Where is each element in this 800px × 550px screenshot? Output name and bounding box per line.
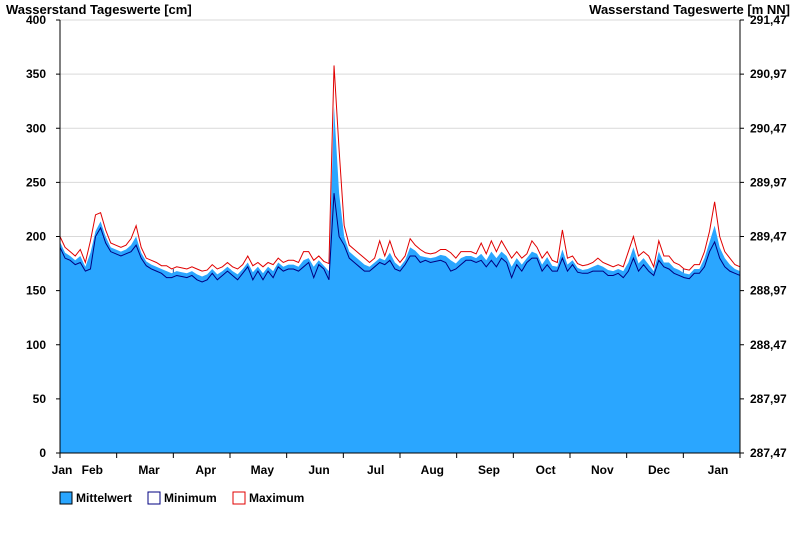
y-tick-label-right: 290,47 bbox=[750, 121, 787, 135]
y-tick-label-left: 300 bbox=[26, 121, 46, 135]
right-axis-title: Wasserstand Tageswerte [m NN] bbox=[589, 2, 790, 17]
y-tick-label-left: 0 bbox=[39, 446, 46, 460]
y-tick-label-right: 290,97 bbox=[750, 67, 787, 81]
y-tick-label-right: 287,47 bbox=[750, 446, 787, 460]
x-tick-label: Jan bbox=[52, 463, 73, 477]
y-tick-label-left: 400 bbox=[26, 13, 46, 27]
y-tick-label-left: 150 bbox=[26, 284, 46, 298]
y-tick-label-left: 350 bbox=[26, 67, 46, 81]
x-tick-label: May bbox=[251, 463, 275, 477]
mean-area bbox=[60, 106, 740, 453]
x-tick-label: Jun bbox=[308, 463, 329, 477]
x-tick-label: Dec bbox=[648, 463, 670, 477]
legend-label-mean: Mittelwert bbox=[76, 491, 132, 505]
x-tick-label: Oct bbox=[536, 463, 556, 477]
y-tick-label-right: 288,97 bbox=[750, 284, 787, 298]
left-y-tick-labels: 0 50 100 150 200 250 300 350 400 bbox=[26, 13, 46, 460]
legend-swatch-minimum bbox=[147, 491, 161, 505]
y-tick-label-right: 291,47 bbox=[750, 13, 787, 27]
legend-swatch-maximum bbox=[232, 491, 246, 505]
y-tick-label-right: 287,97 bbox=[750, 392, 787, 406]
x-month-labels: Jan Feb Mar Apr May Jun Jul Aug Sep Oct Nov Dec Jan bbox=[52, 453, 741, 477]
y-tick-label-right: 288,47 bbox=[750, 338, 787, 352]
y-tick-label-left: 100 bbox=[26, 338, 46, 352]
x-tick-label: Jul bbox=[367, 463, 384, 477]
legend-item-minimum: Minimum bbox=[147, 491, 217, 505]
x-tick-label: Feb bbox=[82, 463, 103, 477]
y-tick-label-right: 289,97 bbox=[750, 175, 787, 189]
legend-swatch-mean bbox=[59, 491, 73, 505]
x-tick-label: Apr bbox=[195, 463, 216, 477]
left-axis-title: Wasserstand Tageswerte [cm] bbox=[6, 2, 192, 17]
right-y-tick-labels: 287,47 287,97 288,47 288,97 289,47 289,97 290,… bbox=[750, 13, 787, 460]
x-tick-label: Sep bbox=[478, 463, 500, 477]
legend-label-maximum: Maximum bbox=[249, 491, 304, 505]
y-tick-label-left: 250 bbox=[26, 175, 46, 189]
y-tick-label-right: 289,47 bbox=[750, 230, 787, 244]
minimum-line bbox=[59, 193, 741, 283]
legend-label-minimum: Minimum bbox=[164, 491, 217, 505]
legend-item-maximum: Maximum bbox=[232, 491, 304, 505]
x-tick-label: Aug bbox=[421, 463, 444, 477]
x-tick-label: Mar bbox=[138, 463, 160, 477]
x-tick-label: Nov bbox=[591, 463, 614, 477]
y-tick-label-left: 200 bbox=[26, 230, 46, 244]
legend: Mittelwert Minimum Maximum bbox=[59, 491, 304, 505]
legend-item-mean: Mittelwert bbox=[59, 491, 132, 505]
y-tick-label-left: 50 bbox=[33, 392, 47, 406]
maximum-line bbox=[59, 65, 741, 272]
x-tick-label: Jan bbox=[708, 463, 729, 477]
